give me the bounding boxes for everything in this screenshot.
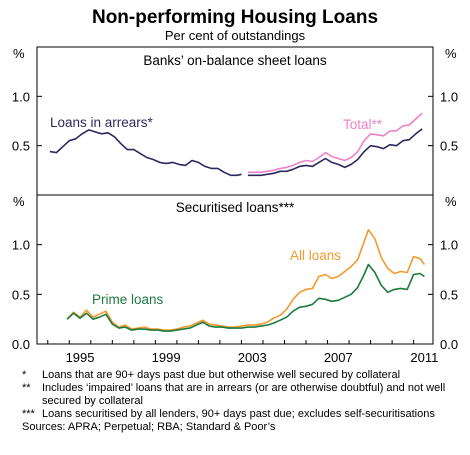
x-tick-label: 1999: [152, 350, 181, 365]
y-tick-label-right: 1.0: [440, 238, 458, 253]
y-tick-label-left: 1.0: [12, 238, 30, 253]
series-line-p0-s1: [247, 128, 423, 177]
series-line-p0-s0: [49, 129, 242, 177]
series-label-all-loans: All loans: [290, 248, 341, 263]
chart-title: Non-performing Housing Loans: [92, 7, 378, 28]
footnote-text: Loans securitised by all lenders, 90+ da…: [42, 408, 435, 420]
unit-label-left-top: %: [13, 46, 25, 61]
series-label-prime-loans: Prime loans: [92, 292, 164, 307]
unit-label-left-bottom: %: [13, 194, 25, 209]
series-lines: [49, 112, 426, 332]
series-label-total: Total**: [343, 117, 383, 132]
footnotes: * Loans that are 90+ days past due but o…: [22, 369, 462, 434]
series-line-p1-s1: [66, 263, 425, 332]
unit-label-right-bottom: %: [445, 194, 457, 209]
footnote-2: ** Includes ‘impaired’ loans that are in…: [22, 382, 462, 408]
footnote-marker: *: [22, 369, 27, 381]
sources-line: Sources: APRA; Perpetual; RBA; Standard …: [22, 421, 276, 433]
y-tick-label-left: 0.5: [12, 139, 30, 154]
y-tick-label-right: 0.5: [440, 287, 458, 302]
series-label-loans-in-arrears: Loans in arrears*: [50, 115, 154, 130]
series-line-p0-s2: [247, 112, 423, 174]
panel-top-title: Banks’ on-balance sheet loans: [143, 53, 327, 68]
footnote-marker: **: [22, 382, 31, 394]
x-tick-label: 1995: [66, 350, 95, 365]
panel-bottom-title: Securitised loans***: [176, 200, 295, 215]
chart-subtitle: Per cent of outstandings: [165, 28, 306, 43]
y-tick-label-left: 1.0: [12, 89, 30, 104]
footnote-3: *** Loans securitised by all lenders, 90…: [22, 408, 462, 421]
x-tick-label: 2011: [410, 350, 438, 365]
x-tick-label: 2003: [238, 350, 267, 365]
footnote-marker: ***: [22, 408, 35, 420]
y-tick-label-right: 0.0: [440, 337, 458, 352]
panel-bottom-frame: [36, 194, 434, 345]
footnote-text: Includes ‘impaired’ loans that are in ar…: [42, 382, 446, 407]
footnote-text: Loans that are 90+ days past due but oth…: [42, 369, 401, 381]
footnote-1: * Loans that are 90+ days past due but o…: [22, 369, 462, 382]
unit-label-right-top: %: [445, 46, 457, 61]
y-tick-label-left: 0.5: [12, 287, 30, 302]
y-tick-label-right: 0.5: [440, 139, 458, 154]
x-tick-label: 2007: [324, 350, 353, 365]
y-tick-label-right: 1.0: [440, 89, 458, 104]
series-line-p1-s0: [66, 229, 426, 331]
axis-ticks: 1.0 1.0 0.5 0.5 1.0 1.0 0.5 0.5 0.0 0.0 1995 1999 20…: [12, 89, 458, 365]
y-tick-label-left: 0.0: [12, 337, 30, 352]
